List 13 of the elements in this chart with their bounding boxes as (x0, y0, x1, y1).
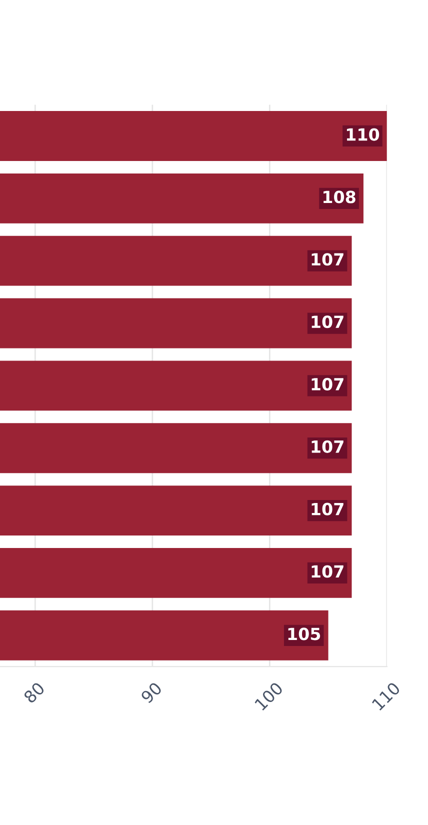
data-label: 108 (324, 190, 356, 204)
data-label: 107 (312, 315, 344, 328)
x-tick-label: 110 (371, 681, 401, 711)
data-label: 107 (312, 440, 344, 453)
data-label: 110 (346, 128, 380, 141)
x-tick-label: 80 (22, 681, 46, 704)
data-label: 107 (312, 502, 344, 516)
data-label: 107 (312, 565, 344, 578)
x-tick-label: 90 (140, 681, 163, 704)
data-label: 105 (288, 628, 320, 640)
data-label: 107 (312, 378, 344, 391)
x-tick-label: 100 (254, 681, 284, 711)
data-label: 107 (312, 253, 344, 266)
